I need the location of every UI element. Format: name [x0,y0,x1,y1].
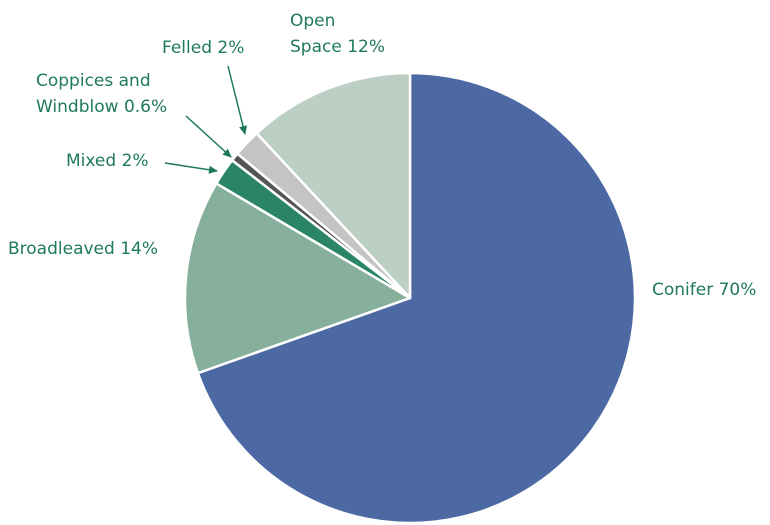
category-name: Coppices and Windblow [36,71,151,117]
value-label: 70% [718,280,757,300]
pie-slice [255,71,412,300]
value-label: 2% [217,38,245,58]
slice-label: Broadleaved 14% [8,236,198,262]
category-name: Broadleaved [8,239,115,259]
category-name: Felled [162,38,213,58]
value-label: 0.6% [123,97,168,117]
category-name: Mixed [66,151,117,171]
value-label: 2% [121,151,149,171]
category-name: Conifer [652,280,714,300]
slices [183,71,637,525]
leader-arrow [227,65,247,135]
slice-label: Conifer 70% [652,277,770,303]
value-label: 12% [347,37,386,57]
leader-arrow [185,115,232,158]
pie-slice [196,71,637,525]
slice-label: Coppices and Windblow 0.6% [36,68,196,120]
slice-label: Open Space 12% [290,8,390,60]
slice-label: Felled 2% [162,35,262,61]
pie-slice [183,182,412,375]
slice-label: Mixed 2% [66,148,176,174]
leader-arrow [164,162,218,174]
category-name: Open Space [290,11,342,57]
value-label: 14% [120,239,159,259]
